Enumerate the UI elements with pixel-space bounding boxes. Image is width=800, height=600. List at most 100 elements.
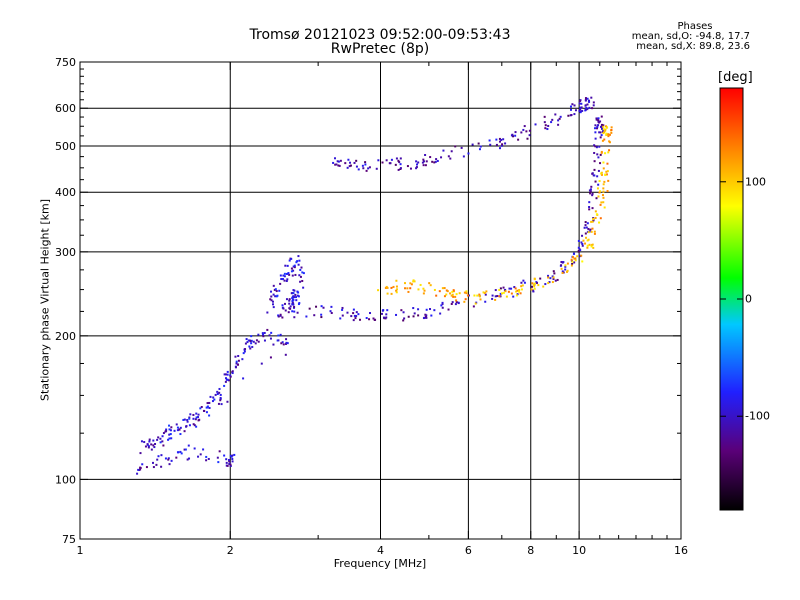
data-point — [595, 213, 598, 216]
data-point — [581, 243, 584, 246]
data-point — [160, 454, 163, 457]
data-point — [607, 179, 610, 182]
data-point — [218, 391, 221, 394]
data-point — [359, 318, 362, 321]
data-point — [530, 285, 533, 288]
data-point — [143, 441, 146, 444]
data-point — [602, 196, 605, 199]
data-point — [602, 187, 605, 190]
data-point — [386, 309, 389, 312]
phase-stats-o: mean, sd,O: -94.8, 17.7 — [631, 31, 750, 42]
data-point — [589, 188, 592, 191]
data-point — [588, 243, 591, 246]
data-point — [594, 145, 597, 148]
data-point — [297, 295, 300, 298]
data-point — [455, 299, 458, 302]
data-point — [429, 284, 432, 287]
data-point — [347, 158, 350, 161]
data-point — [301, 271, 304, 274]
data-point — [580, 241, 583, 244]
data-point — [188, 424, 191, 427]
data-point — [353, 314, 356, 317]
data-point — [247, 339, 250, 342]
data-point — [277, 314, 280, 317]
data-point — [598, 131, 601, 134]
data-point — [282, 274, 285, 277]
data-point — [608, 149, 611, 152]
data-point — [522, 279, 525, 282]
data-point — [168, 424, 171, 427]
data-point — [270, 299, 273, 302]
data-point — [257, 340, 260, 343]
data-point — [404, 287, 407, 290]
data-point — [507, 290, 510, 293]
data-point — [274, 288, 277, 291]
data-point — [395, 313, 398, 316]
data-point — [290, 292, 293, 295]
data-point — [332, 161, 335, 164]
data-point — [286, 342, 289, 345]
data-point — [585, 236, 588, 239]
data-point — [288, 302, 291, 305]
data-point — [580, 106, 583, 109]
data-point — [604, 128, 607, 131]
data-point — [152, 466, 155, 469]
data-point — [422, 287, 425, 290]
data-point — [315, 305, 318, 308]
data-point — [283, 275, 286, 278]
data-point — [277, 339, 280, 342]
data-point — [574, 257, 577, 260]
data-point — [223, 454, 226, 457]
data-point — [511, 135, 514, 138]
data-point — [597, 120, 600, 123]
data-point — [157, 436, 160, 439]
data-point — [395, 289, 398, 292]
data-point — [349, 161, 352, 164]
data-point — [573, 113, 576, 116]
data-point — [169, 429, 172, 432]
data-point — [237, 363, 240, 366]
data-point — [443, 287, 446, 290]
data-point — [537, 284, 540, 287]
data-point — [602, 124, 605, 127]
data-point — [195, 425, 198, 428]
data-point — [162, 444, 165, 447]
data-point — [599, 131, 602, 134]
data-point — [295, 296, 298, 299]
data-point — [276, 294, 279, 297]
data-point — [596, 175, 599, 178]
data-point — [589, 190, 592, 193]
data-point — [152, 439, 155, 442]
data-point — [369, 312, 372, 315]
data-point — [394, 163, 397, 166]
data-point — [154, 443, 157, 446]
chart-subtitle: RwPretec (8p) — [330, 41, 430, 57]
data-point — [510, 287, 513, 290]
data-point — [593, 160, 596, 163]
data-point — [226, 373, 229, 376]
data-point — [590, 244, 593, 247]
data-point — [350, 315, 353, 318]
data-point — [571, 103, 574, 106]
data-point — [599, 120, 602, 123]
data-point — [280, 278, 283, 281]
data-point — [295, 299, 298, 302]
data-point — [197, 455, 200, 458]
data-point — [390, 292, 393, 295]
data-point — [395, 285, 398, 288]
data-point — [140, 440, 143, 443]
data-point — [296, 311, 299, 314]
data-point — [478, 148, 481, 151]
data-point — [504, 290, 507, 293]
data-point — [533, 287, 536, 290]
data-point — [573, 261, 576, 264]
data-point — [147, 445, 150, 448]
data-point — [532, 290, 535, 293]
data-point — [581, 260, 584, 263]
data-point — [460, 146, 463, 149]
data-point — [281, 304, 284, 307]
data-point — [578, 254, 581, 257]
data-point — [287, 311, 290, 314]
data-point — [227, 379, 230, 382]
data-point — [284, 353, 287, 356]
